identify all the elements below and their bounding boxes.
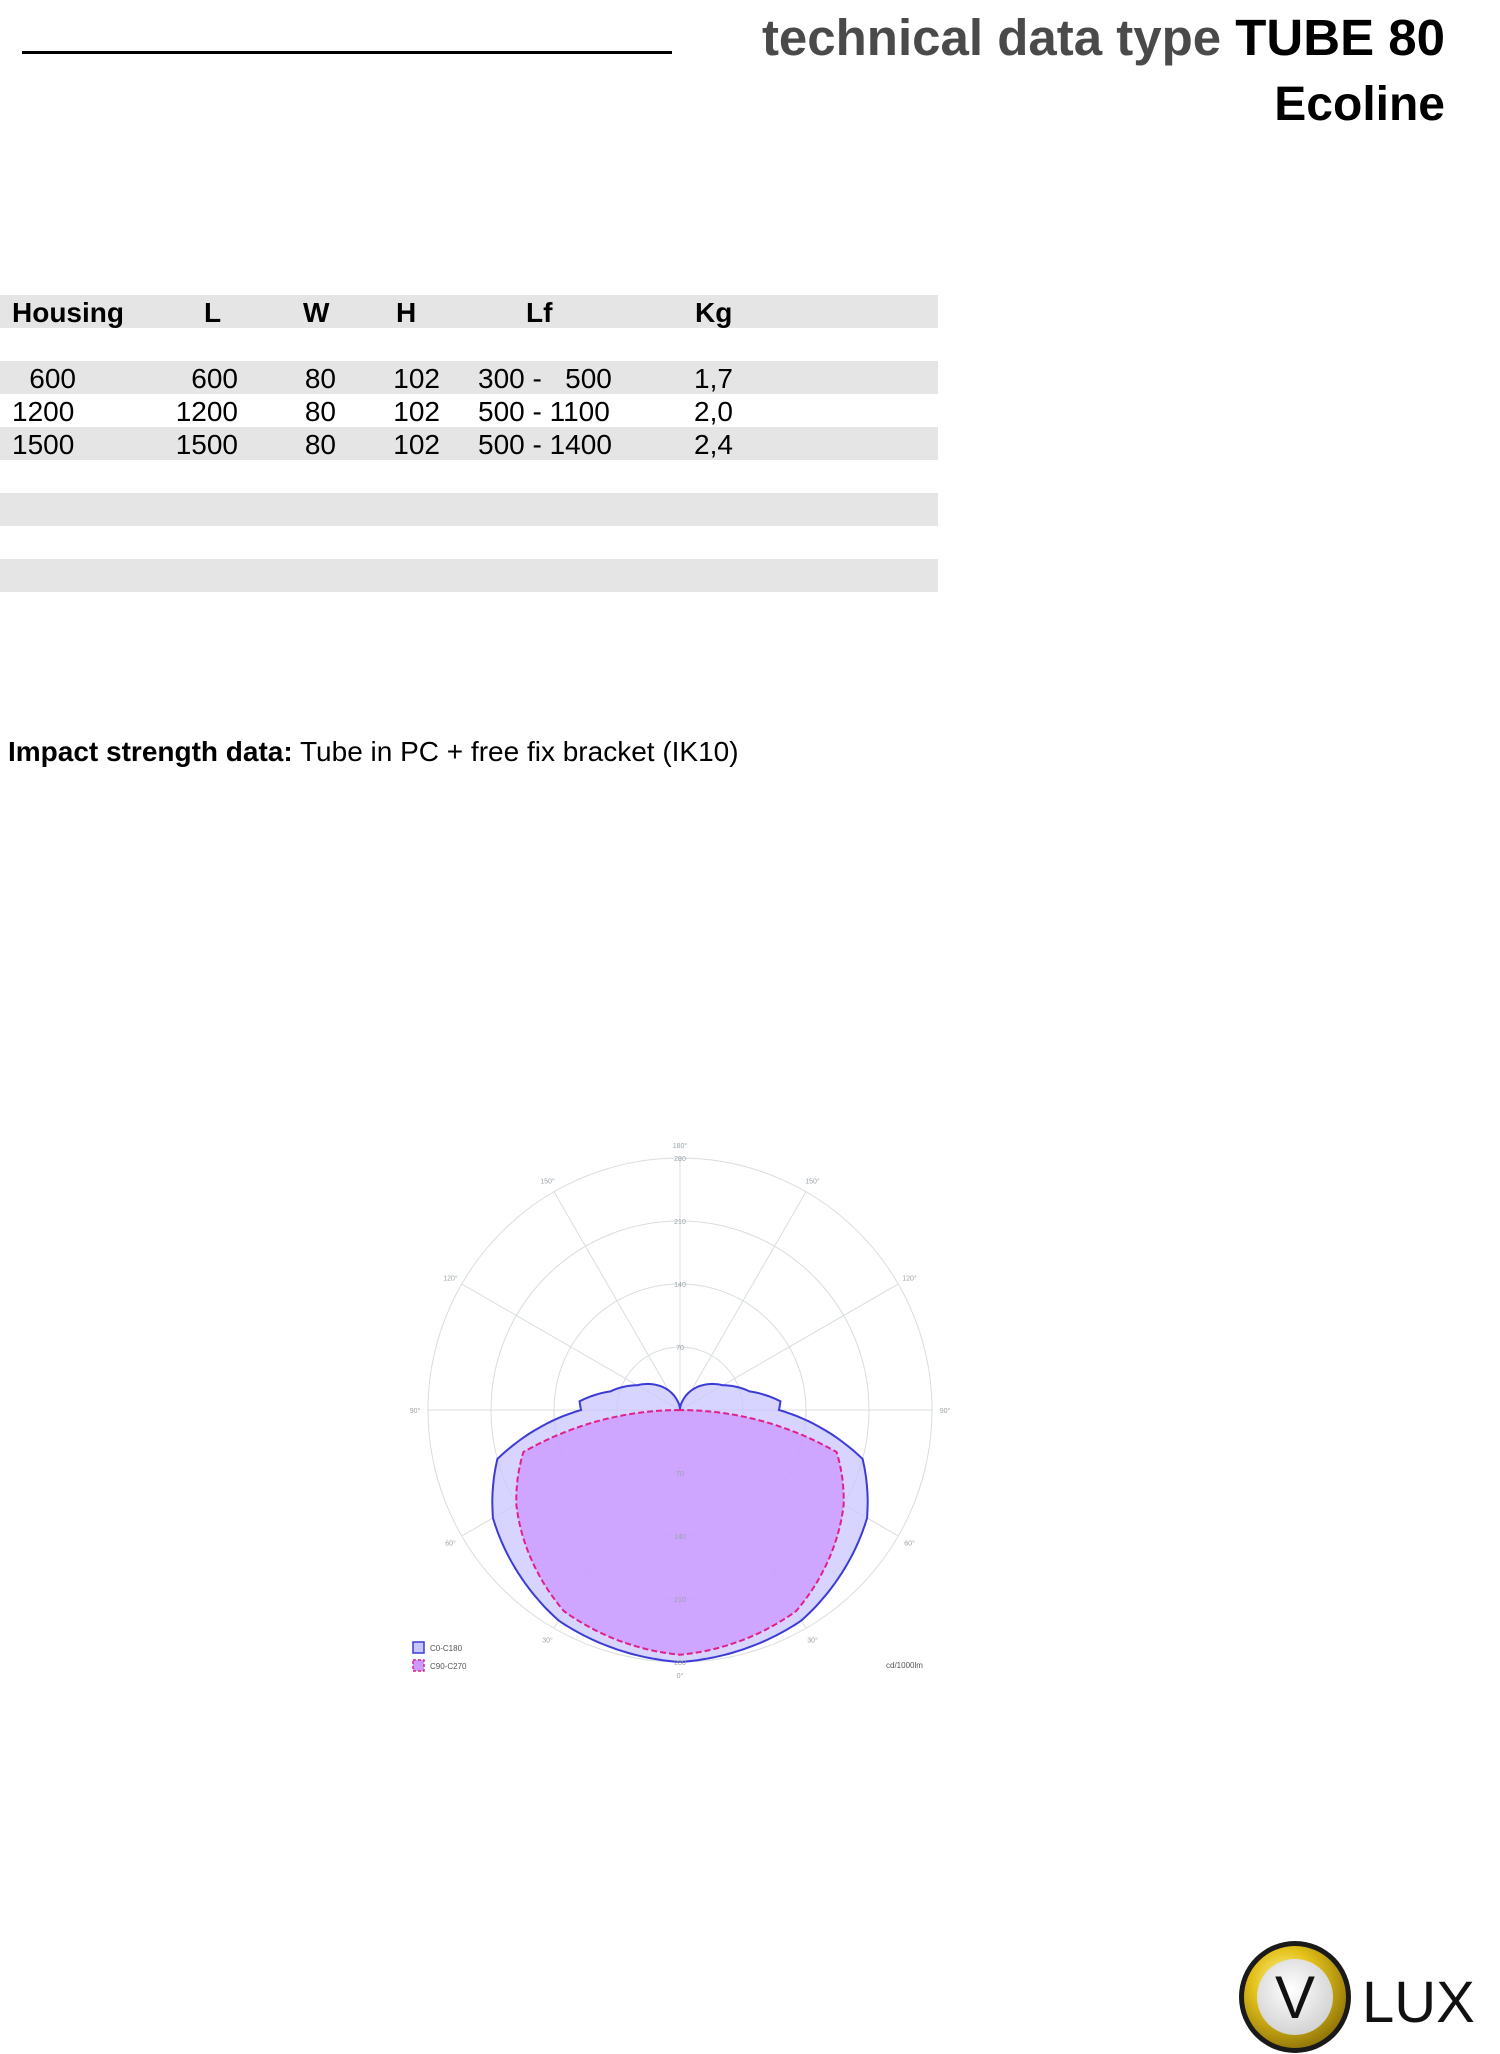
angle-label: 30°	[542, 1636, 553, 1644]
radial-tick-label: 140	[674, 1282, 686, 1289]
cell-lf: 500 - 1100	[478, 396, 610, 427]
logo-disc	[1257, 1959, 1333, 2035]
cell-lf: 500 - 1400	[478, 429, 612, 460]
cell-w: 80	[304, 363, 336, 394]
cell-housing: 600	[29, 363, 76, 394]
table-row: 1500 1500 80 102 500 - 1400 2,4	[0, 427, 938, 460]
col-header-l: L	[204, 297, 222, 328]
angle-label: 180°	[673, 1142, 688, 1150]
angle-label: 150°	[805, 1178, 820, 1186]
angle-label: 90°	[940, 1407, 951, 1415]
cell-l: 1500	[175, 429, 238, 460]
radial-tick-label: 280	[674, 1156, 686, 1163]
legend-swatch-c90-c270	[412, 1659, 425, 1672]
cell-l: 600	[191, 363, 238, 394]
cell-w: 80	[304, 429, 336, 460]
table-header-row: Housing L W H Lf Kg	[0, 295, 938, 328]
cell-kg: 2,0	[694, 396, 733, 427]
radial-tick-label: 140	[674, 1534, 686, 1541]
polar-spoke	[553, 1191, 681, 1411]
cell-w: 80	[304, 396, 336, 427]
angle-label: 150°	[540, 1178, 555, 1186]
angle-label: 120°	[902, 1275, 917, 1283]
radial-tick-label: 280	[674, 1660, 686, 1667]
dimensions-table: Housing L W H Lf Kg 600 600 80 102 300 -…	[0, 295, 938, 592]
radial-tick-label: 210	[674, 1597, 686, 1604]
logo-letter: V	[1275, 1964, 1315, 2031]
legend-label-c0-c180: C0-C180	[430, 1644, 463, 1653]
chart-unit-label: cd/1000lm	[886, 1661, 923, 1670]
cell-kg: 1,7	[694, 363, 733, 394]
cell-housing: 1200	[12, 396, 75, 427]
cell-h: 102	[393, 363, 440, 394]
vlux-logo: V LUX	[1239, 1941, 1475, 2053]
cell-h: 102	[393, 396, 440, 427]
angle-label: 90°	[410, 1407, 421, 1415]
radial-tick-label: 210	[674, 1219, 686, 1226]
logo-text: LUX	[1362, 1970, 1475, 2035]
angle-label: 30°	[807, 1636, 818, 1644]
page-subtitle: Ecoline	[1274, 78, 1445, 131]
angle-label: 0°	[677, 1672, 684, 1680]
legend-swatch-c0-c180	[412, 1641, 425, 1654]
cell-lf: 300 - 500	[478, 363, 612, 394]
page-title: technical data type TUBE 80	[762, 6, 1445, 70]
series-c90-c270-curve	[515, 1408, 845, 1656]
table-row: 600 600 80 102 300 - 500 1,7	[0, 361, 938, 394]
cell-housing: 1500	[12, 429, 75, 460]
cell-h: 102	[393, 429, 440, 460]
impact-value: Tube in PC + free fix bracket (IK10)	[299, 736, 739, 767]
table-empty-row	[0, 559, 938, 592]
header-rule	[22, 51, 672, 54]
radial-tick-label: 70	[676, 1471, 684, 1478]
col-header-lf: Lf	[526, 297, 553, 328]
polar-labels: 70 70 140 140 210 210 280 280 180° 150° 150° 120° 12…	[410, 1142, 951, 1680]
polar-spoke	[679, 1191, 807, 1411]
table-empty-row	[0, 460, 938, 493]
table-row: 1200 1200 80 102 500 - 1100 2,0	[0, 394, 938, 427]
table-spacer-row	[0, 328, 938, 361]
angle-label: 60°	[445, 1540, 456, 1548]
col-header-housing: Housing	[12, 297, 124, 328]
title-model: TUBE 80	[1235, 9, 1445, 66]
cell-l: 1200	[175, 396, 238, 427]
table-empty-row	[0, 526, 938, 559]
impact-label: Impact strength data:	[8, 736, 293, 767]
col-header-kg: Kg	[695, 297, 733, 328]
angle-label: 60°	[904, 1540, 915, 1548]
legend-label-c90-c270: C90-C270	[430, 1662, 467, 1671]
angle-label: 120°	[443, 1275, 458, 1283]
title-prefix: technical data type	[761, 9, 1222, 66]
polar-light-distribution-chart: 70 70 140 140 210 210 280 280 180° 150° 150° 120° 12…	[410, 1142, 951, 1680]
chart-legend: C0-C180 C90-C270	[412, 1641, 467, 1672]
col-header-h: H	[396, 297, 417, 328]
table-empty-row	[0, 493, 938, 526]
radial-tick-label: 70	[676, 1345, 684, 1352]
cell-kg: 2,4	[694, 429, 733, 460]
impact-strength: Impact strength data: Tube in PC + free …	[8, 736, 739, 768]
col-header-w: W	[303, 297, 330, 328]
